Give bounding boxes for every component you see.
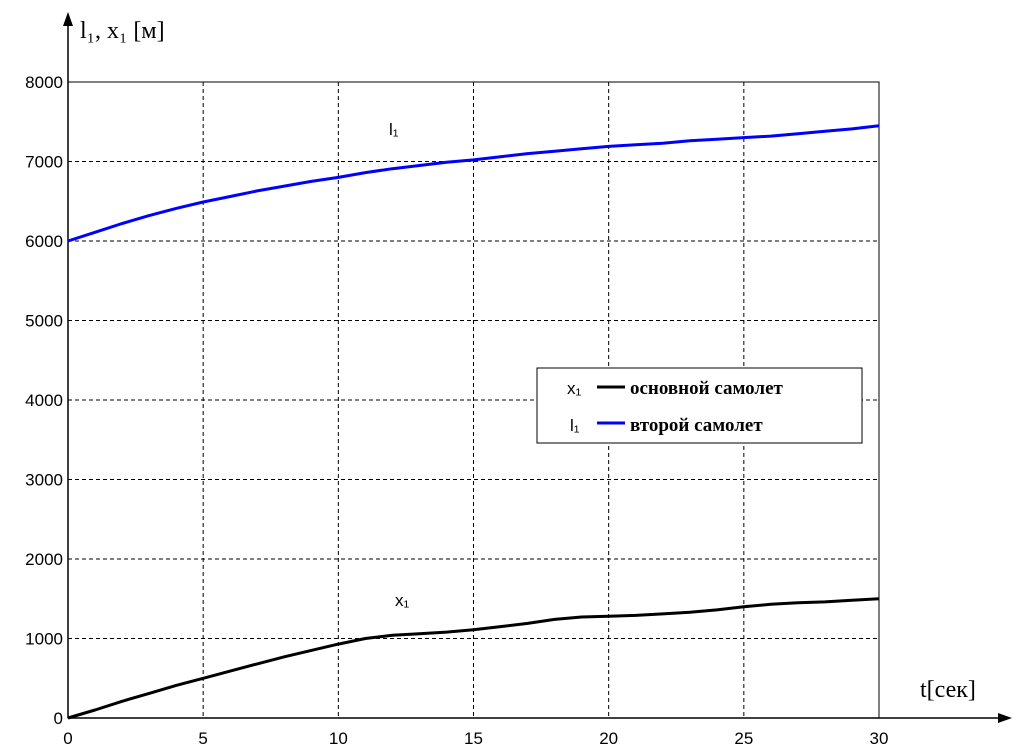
y-tick-label: 7000 bbox=[25, 153, 63, 172]
curve-label-x1: x₁ bbox=[395, 591, 410, 610]
x-tick-label: 20 bbox=[599, 729, 618, 748]
y-tick-label: 8000 bbox=[25, 73, 63, 92]
y-tick-label: 1000 bbox=[25, 630, 63, 649]
x-tick-label: 15 bbox=[464, 729, 483, 748]
plot-frame bbox=[67, 81, 880, 719]
y-tick-label: 2000 bbox=[25, 550, 63, 569]
x-tick-label: 10 bbox=[329, 729, 348, 748]
x-axis-label: t[сек] bbox=[920, 677, 976, 703]
y-tick-label: 6000 bbox=[25, 232, 63, 251]
series-group bbox=[67, 124, 880, 720]
y-tick-label: 4000 bbox=[25, 391, 63, 410]
series-line-x1 bbox=[67, 597, 880, 720]
legend-label-l1: второй самолет bbox=[630, 415, 763, 436]
y-tick-label: 5000 bbox=[25, 312, 63, 331]
x-tick-label: 0 bbox=[63, 729, 72, 748]
y-axis-label: l₁, x₁ [м] bbox=[80, 18, 165, 44]
x-tick-label: 25 bbox=[734, 729, 753, 748]
curve-label-l1: l₁ bbox=[389, 120, 399, 139]
series-line-l1 bbox=[67, 124, 880, 243]
y-tick-label: 0 bbox=[54, 709, 63, 728]
tick-labels: 0 5 10 15 20 25 30 0 1000 2000 3000 4000 5000 6000 700… bbox=[25, 73, 888, 748]
legend-box bbox=[536, 367, 863, 444]
legend-label-x1: основной самолет bbox=[630, 378, 784, 399]
x-tick-label: 30 bbox=[870, 729, 889, 748]
y-tick-label: 3000 bbox=[25, 471, 63, 490]
legend-symbol-l1: l₁ bbox=[570, 416, 580, 435]
legend-symbol-x1: x₁ bbox=[567, 379, 582, 398]
y-axis-arrow-icon bbox=[63, 12, 73, 26]
x-tick-label: 5 bbox=[198, 729, 207, 748]
x-axis-arrow-icon bbox=[998, 713, 1012, 723]
legend: x₁ основной самолет l₁ второй самолет bbox=[536, 367, 863, 444]
